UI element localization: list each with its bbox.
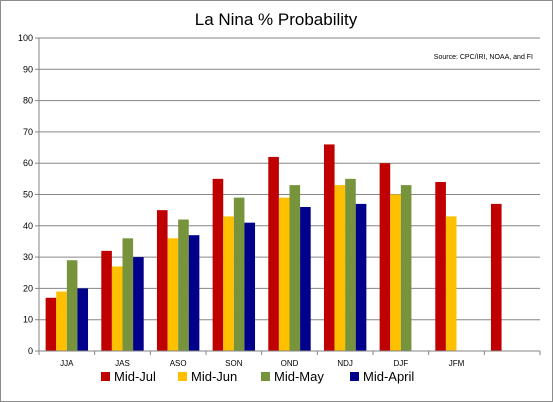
bar: [167, 238, 179, 351]
bar: [390, 194, 401, 351]
bar: [212, 178, 224, 351]
y-tick-label: 100: [18, 33, 33, 43]
bar: [56, 291, 67, 351]
bar: [122, 238, 134, 351]
bar: [490, 203, 502, 351]
bar: [345, 178, 356, 351]
legend: Mid-Jul Mid-Jun Mid-May Mid-April: [101, 369, 414, 384]
y-tick-label: 80: [23, 96, 33, 106]
bar: [334, 185, 346, 351]
y-tick-label: 10: [23, 315, 33, 325]
legend-swatch: [261, 372, 270, 381]
x-tick-label: ASO: [170, 359, 187, 368]
y-tick-label: 50: [23, 190, 33, 200]
y-tick-label: 0: [28, 346, 33, 356]
bar: [45, 297, 57, 351]
y-tick-label: 70: [23, 127, 33, 137]
bar: [435, 181, 446, 351]
x-axis: JJA JAS ASO SON OND NDJ DJF JFM: [38, 350, 541, 368]
x-tick-label: JFM: [449, 359, 465, 368]
bar: [111, 266, 123, 351]
bar: [223, 216, 234, 351]
bar: [289, 185, 301, 351]
bar: [77, 288, 89, 351]
legend-label: Mid-May: [274, 369, 324, 384]
bar: [133, 257, 144, 351]
bar: [66, 260, 78, 351]
bar: [323, 144, 335, 351]
bar: [101, 250, 112, 351]
y-tick-label: 20: [23, 283, 33, 293]
y-tick-label: 60: [23, 158, 33, 168]
bar: [188, 235, 200, 351]
legend-label: Mid-Jun: [191, 369, 237, 384]
y-tick-label: 90: [23, 64, 33, 74]
bar: [156, 210, 168, 351]
legend-swatch: [101, 372, 110, 381]
bar: [178, 219, 189, 351]
legend-label: Mid-Jul: [114, 369, 156, 384]
x-tick-label: JJA: [60, 359, 74, 368]
bar: [355, 203, 367, 351]
legend-swatch: [350, 372, 359, 381]
y-tick-label: 30: [23, 252, 33, 262]
bar: [400, 185, 412, 351]
bar: [445, 216, 457, 351]
bar: [278, 197, 290, 351]
bar: [379, 163, 391, 351]
bar: [233, 197, 245, 351]
bar: [244, 222, 256, 351]
y-axis: 0 10 20 30 40 50 60 70 80 90 100: [18, 33, 40, 356]
source-note: Source: CPC/IRI, NOAA, and FI: [434, 54, 533, 61]
x-tick-label: NDJ: [337, 359, 353, 368]
y-tick-label: 40: [23, 221, 33, 231]
legend-swatch: [178, 372, 187, 381]
bar: [268, 156, 279, 351]
x-tick-label: JAS: [115, 359, 130, 368]
bars: [45, 144, 502, 351]
legend-label: Mid-April: [363, 369, 414, 384]
chart-title: La Nina % Probability: [195, 10, 358, 29]
x-tick-label: OND: [281, 359, 299, 368]
bar: [300, 207, 311, 351]
x-tick-label: DJF: [393, 359, 408, 368]
x-tick-label: SON: [225, 359, 243, 368]
